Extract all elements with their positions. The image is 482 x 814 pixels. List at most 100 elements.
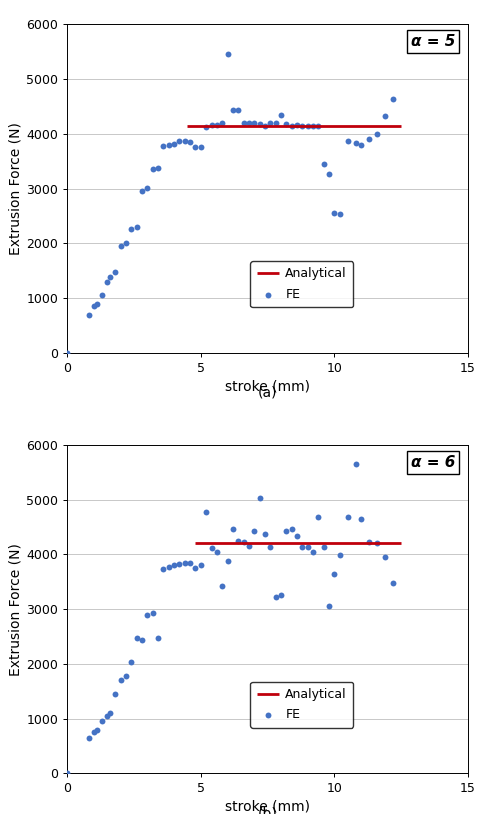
Y-axis label: Extrusion Force (N): Extrusion Force (N)	[8, 122, 22, 255]
FE	[138, 184, 146, 197]
FE	[365, 536, 373, 549]
FE	[202, 505, 210, 519]
FE	[128, 223, 135, 236]
FE	[187, 135, 194, 148]
FE	[98, 715, 106, 728]
FE	[64, 767, 71, 780]
FE	[112, 266, 120, 279]
FE	[192, 562, 200, 575]
FE	[293, 118, 301, 131]
FE	[320, 157, 327, 170]
FE	[373, 536, 381, 549]
Text: α = 6: α = 6	[411, 455, 455, 470]
FE	[170, 138, 178, 151]
FE	[93, 723, 101, 736]
FE	[213, 119, 221, 132]
FE	[288, 119, 295, 132]
FE	[250, 525, 258, 538]
FE	[277, 589, 285, 602]
FE	[277, 108, 285, 121]
FE	[255, 117, 263, 130]
FE	[122, 669, 130, 682]
FE	[90, 300, 98, 313]
FE	[389, 92, 397, 105]
FE	[335, 549, 343, 562]
FE	[218, 116, 226, 129]
FE	[160, 140, 167, 153]
FE	[229, 523, 237, 536]
FE	[90, 726, 98, 739]
FE	[144, 182, 151, 195]
FE	[245, 116, 253, 129]
FE	[213, 545, 221, 558]
FE	[261, 527, 268, 540]
FE	[309, 545, 317, 558]
FE	[357, 138, 365, 151]
FE	[175, 558, 183, 571]
FE	[304, 119, 311, 132]
FE	[261, 119, 268, 132]
FE	[197, 558, 205, 571]
Analytical	[398, 539, 404, 549]
FE	[255, 492, 263, 505]
FE	[234, 534, 242, 547]
FE	[298, 540, 306, 554]
FE	[107, 707, 114, 720]
FE	[272, 590, 280, 603]
FE	[85, 731, 93, 744]
FE	[381, 550, 388, 563]
FE	[229, 104, 237, 117]
FE	[352, 137, 360, 150]
FE	[197, 141, 205, 154]
FE	[320, 540, 327, 554]
FE	[240, 116, 247, 129]
FE	[389, 577, 397, 590]
FE	[381, 109, 388, 122]
Legend: Analytical, FE: Analytical, FE	[250, 261, 353, 307]
FE	[160, 562, 167, 575]
FE	[335, 208, 343, 221]
Analytical	[185, 120, 190, 130]
FE	[325, 168, 333, 181]
FE	[288, 522, 295, 535]
FE	[344, 134, 351, 147]
FE	[144, 609, 151, 622]
FE	[138, 634, 146, 647]
FE	[325, 599, 333, 612]
FE	[112, 687, 120, 700]
Legend: Analytical, FE: Analytical, FE	[250, 681, 353, 728]
FE	[64, 347, 71, 360]
FE	[218, 580, 226, 593]
FE	[117, 239, 125, 252]
FE	[224, 47, 231, 60]
FE	[298, 120, 306, 133]
FE	[250, 116, 258, 129]
FE	[175, 134, 183, 147]
FE	[357, 512, 365, 525]
Text: α = 5: α = 5	[411, 34, 455, 50]
FE	[330, 567, 338, 580]
FE	[98, 289, 106, 302]
X-axis label: stroke (mm): stroke (mm)	[225, 379, 310, 393]
Analytical	[193, 539, 199, 549]
FE	[104, 275, 111, 288]
FE	[117, 674, 125, 687]
FE	[154, 631, 162, 644]
FE	[267, 116, 274, 129]
FE	[208, 118, 215, 131]
FE	[122, 237, 130, 250]
FE	[224, 554, 231, 567]
FE	[352, 457, 360, 470]
FE	[272, 116, 280, 129]
FE	[344, 510, 351, 523]
Y-axis label: Extrusion Force (N): Extrusion Force (N)	[8, 543, 22, 676]
X-axis label: stroke (mm): stroke (mm)	[225, 799, 310, 813]
FE	[282, 117, 290, 130]
FE	[133, 631, 141, 644]
FE	[170, 558, 178, 571]
FE	[373, 128, 381, 141]
FE	[304, 540, 311, 554]
FE	[240, 536, 247, 549]
FE	[187, 556, 194, 569]
FE	[293, 529, 301, 542]
